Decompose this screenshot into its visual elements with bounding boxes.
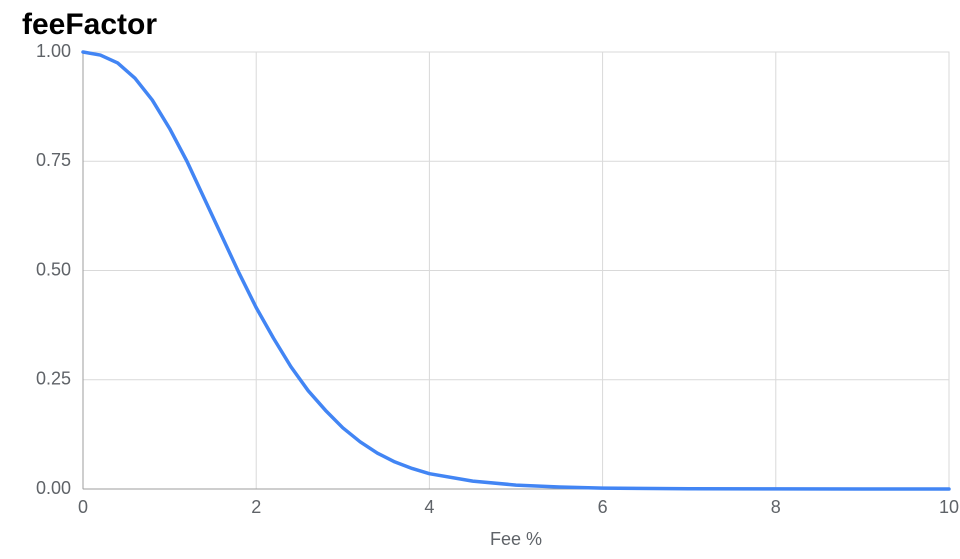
x-tick-label: 10 xyxy=(939,497,959,517)
x-tick-label: 0 xyxy=(78,497,88,517)
x-tick-label: 2 xyxy=(251,497,261,517)
y-tick-label: 0.75 xyxy=(36,150,71,170)
x-tick-label: 6 xyxy=(598,497,608,517)
y-tick-label: 0.50 xyxy=(36,259,71,279)
y-tick-label: 0.00 xyxy=(36,478,71,498)
y-tick-label: 0.25 xyxy=(36,369,71,389)
y-tick-label: 1.00 xyxy=(36,41,71,61)
x-tick-label: 4 xyxy=(424,497,434,517)
x-axis-label: Fee % xyxy=(490,529,542,549)
fee-factor-chart: feeFactor 0.000.250.500.751.000246810Fee… xyxy=(0,0,960,559)
chart-svg: 0.00 0.25 0.50 0.75 1.00 0 2 4 6 8 10 Fee % xyxy=(0,0,960,559)
x-tick-label: 8 xyxy=(771,497,781,517)
